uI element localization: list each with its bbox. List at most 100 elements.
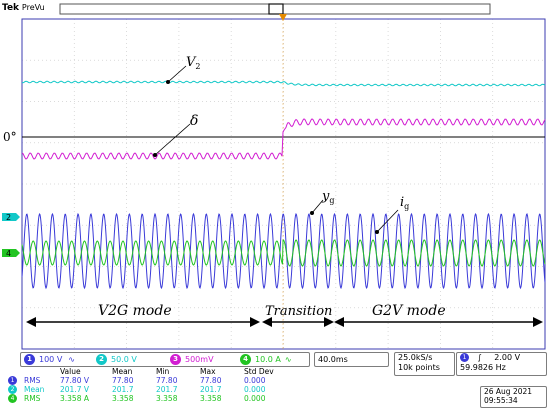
measurement-row-ch4[interactable]: 4 RMS 3.358 A 3.358 3.358 3.358 0.000 xyxy=(8,394,278,403)
grid-dot xyxy=(283,255,284,256)
timebase-box[interactable]: 40.0ms xyxy=(314,352,389,367)
grid-dot xyxy=(283,43,284,44)
grid-dot xyxy=(73,227,75,228)
grid-dot xyxy=(122,266,123,267)
grid-dot xyxy=(342,101,343,102)
trigger-position-icon[interactable] xyxy=(279,14,287,21)
ch4-scale[interactable]: 4 10.0 A ∿ xyxy=(240,354,292,365)
grid-dot xyxy=(98,142,99,144)
grid-dot xyxy=(73,311,75,312)
trigger-level: 2.00 V xyxy=(494,353,521,362)
grid-dot xyxy=(73,79,75,80)
grid-dot xyxy=(154,307,155,309)
grid-dot xyxy=(410,59,411,61)
grid-dot xyxy=(73,51,75,52)
grid-dot xyxy=(430,224,431,226)
grid-dot xyxy=(310,266,311,267)
grid-dot xyxy=(294,142,295,144)
grid-dot xyxy=(250,101,251,102)
grid-dot xyxy=(254,183,255,185)
grid-dot xyxy=(30,224,31,226)
grid-dot xyxy=(82,101,83,102)
grid-dot xyxy=(178,287,180,288)
grid-dot xyxy=(126,287,127,288)
grid-dot xyxy=(283,23,284,24)
grid-dot xyxy=(302,224,303,226)
measurement-row-ch1[interactable]: 1 RMS 77.80 V 77.80 77.80 77.80 0.000 xyxy=(8,376,278,385)
grid-dot xyxy=(50,142,51,144)
ch4-marker[interactable]: 4 xyxy=(2,249,20,258)
grid-dot xyxy=(170,307,171,309)
grid-dot xyxy=(46,101,47,102)
v2-dot xyxy=(166,80,170,84)
ch3-scale[interactable]: 3 500mV xyxy=(170,354,214,365)
grid-dot xyxy=(478,266,479,267)
grid-dot xyxy=(440,307,441,308)
grid-dot xyxy=(278,224,279,226)
grid-dot xyxy=(106,307,107,309)
grid-dot xyxy=(230,319,232,320)
grid-dot xyxy=(178,299,180,300)
grid-dot xyxy=(434,307,435,309)
grid-dot xyxy=(283,295,284,296)
grid-dot xyxy=(162,224,163,226)
grid-dot xyxy=(174,183,175,185)
grid-dot xyxy=(335,259,337,260)
grid-dot xyxy=(98,266,99,267)
grid-dot xyxy=(66,183,67,185)
ch2-scale[interactable]: 2 50.0 V xyxy=(96,354,137,365)
grid-dot xyxy=(250,183,251,185)
record-window[interactable] xyxy=(268,3,284,15)
grid-dot xyxy=(334,101,335,102)
trigger-box[interactable]: 1 ∫ 2.00 V 59.9826 Hz xyxy=(456,352,547,376)
grid-dot xyxy=(290,266,291,267)
grid-dot xyxy=(387,311,389,312)
grid-dot xyxy=(440,163,441,164)
grid-dot xyxy=(230,107,232,108)
grid-dot xyxy=(306,59,307,61)
yg-label: yg xyxy=(321,189,334,205)
grid-dot xyxy=(318,59,319,61)
grid-dot xyxy=(387,251,389,252)
grid-dot xyxy=(126,327,127,328)
grid-dot xyxy=(283,83,284,84)
grid-dot xyxy=(387,83,389,84)
grid-dot xyxy=(126,51,127,52)
measurement-row-ch2[interactable]: 2 Mean 201.7 V 201.7 201.7 201.7 0.000 xyxy=(8,385,278,394)
grid-dot xyxy=(406,224,407,226)
grid-dot xyxy=(354,307,355,309)
grid-dot xyxy=(387,287,389,288)
grid-dot xyxy=(38,59,39,61)
grid-dot xyxy=(335,127,337,128)
acquisition-box[interactable]: 25.0kS/s 10k points xyxy=(394,352,455,376)
grid-dot xyxy=(230,35,232,36)
ch2-marker[interactable]: 2 xyxy=(2,213,20,222)
grid-dot xyxy=(218,307,219,309)
grid-dot xyxy=(66,142,67,144)
ch1-scale[interactable]: 1 100 V ∿ xyxy=(24,354,75,365)
grid-dot xyxy=(387,283,389,284)
grid-dot xyxy=(283,251,284,252)
grid-dot xyxy=(34,224,35,226)
grid-dot xyxy=(518,142,519,144)
grid-dot xyxy=(210,59,211,61)
grid-dot xyxy=(254,59,255,61)
grid-dot xyxy=(73,159,75,160)
grid-dot xyxy=(450,266,451,267)
grid-dot xyxy=(440,71,441,72)
grid-dot xyxy=(218,183,219,185)
grid-dot xyxy=(335,279,337,280)
grid-dot xyxy=(106,266,107,267)
grid-dot xyxy=(302,142,303,144)
grid-dot xyxy=(402,224,403,226)
grid-dot xyxy=(283,31,284,32)
grid-dot xyxy=(258,59,259,61)
grid-dot xyxy=(138,224,139,226)
grid-dot xyxy=(335,91,337,92)
grid-dot xyxy=(150,307,151,309)
grid-dot xyxy=(146,101,147,102)
grid-dot xyxy=(302,183,303,185)
grid-dot xyxy=(142,101,143,102)
grid-dot xyxy=(246,183,247,185)
grid-dot xyxy=(150,59,151,61)
